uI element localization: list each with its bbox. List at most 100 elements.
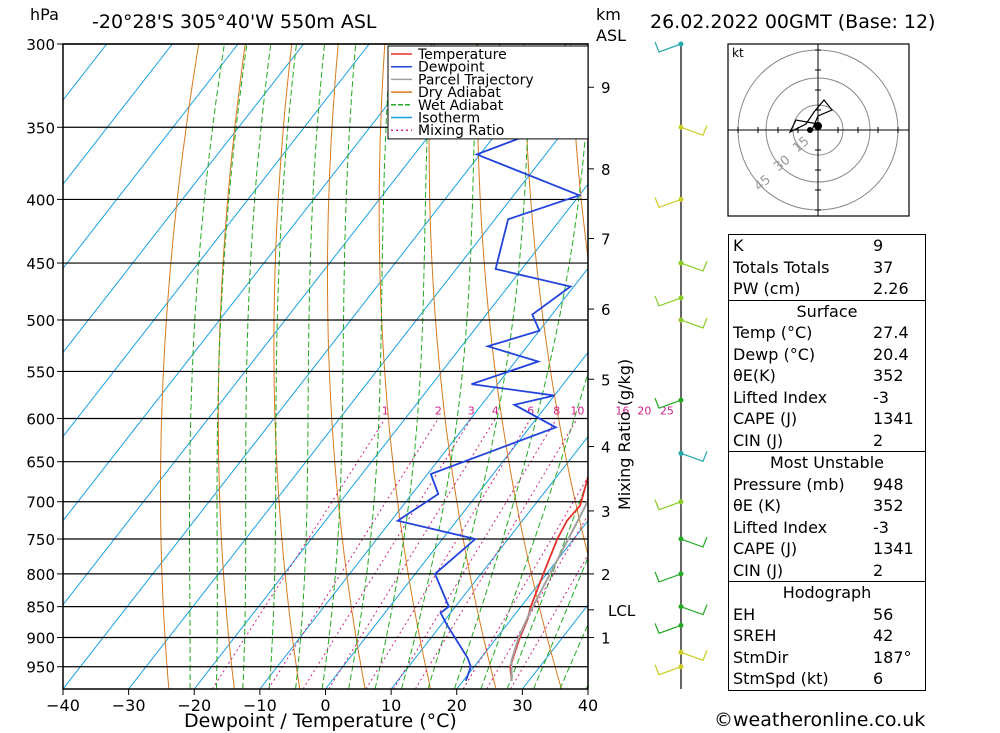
- hodograph-stat-row: SREH 42: [729, 625, 925, 647]
- pressure-axis: 300 350 400 450 500 550 600 650 700 750 800 850 900 9…: [26, 36, 63, 677]
- most-unstable-index-value: 1341: [873, 539, 914, 558]
- dry-adiabat-line: [570, 44, 588, 262]
- legend-label: Isotherm: [418, 111, 480, 127]
- wet-adiabat-line: [215, 44, 248, 689]
- surface-index-value: 1341: [873, 409, 914, 428]
- series-dewpoint: [395, 111, 588, 682]
- pressure-tick-label: 950: [26, 659, 55, 677]
- most-unstable-index-row: Lifted Index -3: [729, 517, 925, 539]
- mixing-ratio-line: [393, 418, 558, 689]
- mixing-ratio-label: 16: [615, 404, 629, 417]
- height-tick-label: 1: [601, 630, 611, 648]
- general-indices: K 9 Totals Totals 37 PW (cm) 2.26: [728, 234, 926, 301]
- surface-index-row: θE(K) 352: [729, 365, 925, 387]
- surface-title: Surface: [796, 301, 858, 321]
- wind-barb: [680, 451, 708, 463]
- pressure-tick-label: 450: [26, 255, 55, 273]
- hodograph-stat-label: StmDir: [733, 647, 789, 667]
- isotherm-line: [63, 44, 436, 522]
- isotherm-line: [259, 267, 588, 689]
- height-unit: km: [596, 5, 621, 24]
- pressure-tick-label: 850: [26, 599, 55, 617]
- hodograph-stat-value: 6: [873, 669, 884, 688]
- legend-label: Dewpoint: [418, 60, 485, 76]
- hodograph-unit: kt: [732, 46, 744, 60]
- height-tick-label: 2: [601, 566, 611, 584]
- hodograph-stat-row: StmDir 187°: [729, 647, 925, 669]
- dry-adiabat-line: [217, 44, 246, 689]
- surface-index-label: CIN (J): [733, 430, 784, 450]
- isotherm-line: [63, 44, 370, 438]
- temperature-tick-label: 10: [381, 696, 401, 715]
- most-unstable-index-value: 352: [873, 496, 904, 515]
- mixing-ratio-label: 8: [553, 404, 560, 417]
- general-index-label: K: [733, 236, 744, 255]
- mixing-ratio-label: 1: [382, 404, 389, 417]
- pressure-tick-label: 300: [26, 36, 55, 54]
- general-index-row: PW (cm) 2.26: [729, 278, 925, 300]
- temperature-tick-label: 20: [447, 696, 467, 715]
- mixing-ratio-label: 6: [527, 404, 534, 417]
- pressure-tick-label: 900: [26, 630, 55, 648]
- most-unstable-index-label: Pressure (mb): [733, 474, 845, 494]
- hodograph-trace: [788, 99, 833, 134]
- temperature-tick-label: −40: [46, 696, 80, 715]
- most-unstable-index-row: θE (K) 352: [729, 495, 925, 517]
- wind-barb: [680, 317, 708, 329]
- most-unstable-index-label: Lifted Index: [733, 517, 828, 537]
- pressure-tick-label: 800: [26, 566, 55, 584]
- wind-barb: [654, 499, 682, 511]
- isotherm-line: [63, 44, 304, 354]
- copyright[interactable]: ©weatheronline.co.uk: [714, 709, 926, 731]
- surface-index-label: Dewp (°C): [733, 344, 816, 364]
- wind-barb: [680, 260, 708, 272]
- dry-adiabat-line: [327, 44, 366, 689]
- pressure-tick-label: 400: [26, 191, 55, 209]
- mixing-ratio-label: 10: [570, 404, 584, 417]
- isotherm-line: [63, 44, 173, 186]
- pressure-tick-label: 750: [26, 531, 55, 549]
- wet-adiabat-line: [242, 44, 272, 689]
- general-index-label: PW (cm): [733, 279, 801, 298]
- hodograph-stat-value: 187°: [873, 647, 912, 667]
- height-tick-label: 5: [601, 371, 611, 389]
- surface-index-row: Lifted Index -3: [729, 387, 925, 409]
- x-axis-label: Dewpoint / Temperature (°C): [184, 710, 457, 732]
- height-axis: 9 8 7 6 5 4 3 2 LCL 1: [588, 79, 636, 648]
- temperature-tick-label: −30: [112, 696, 146, 715]
- wind-barb: [654, 571, 682, 583]
- hodograph-stat-label: SREH: [733, 626, 777, 645]
- pressure-tick-label: 700: [26, 494, 55, 512]
- height-tick-label: 6: [601, 301, 611, 319]
- hodograph-stat-value: 42: [873, 626, 894, 645]
- wind-barb: [680, 125, 708, 137]
- wet-adiabat-line: [480, 371, 588, 689]
- dry-adiabat-line: [160, 44, 200, 689]
- temperature-tick-label: −20: [177, 696, 211, 715]
- surface-index-value: 2: [873, 430, 884, 450]
- height-tick-label: 9: [601, 79, 611, 97]
- wind-barb: [654, 197, 682, 209]
- plot-frame: [62, 43, 589, 690]
- surface-index-row: CIN (J) 2: [729, 430, 925, 452]
- surface-indices: Surface Temp (°C) 27.4 Dewp (°C) 20.4 θE(K) 3…: [728, 300, 926, 452]
- temperature-tick-label: −10: [243, 696, 277, 715]
- surface-index-label: Lifted Index: [733, 387, 828, 407]
- temperature-tick-label: 40: [578, 696, 598, 715]
- hodograph-stat-label: StmSpd (kt): [733, 669, 829, 688]
- wet-adiabat-line: [533, 556, 588, 689]
- surface-index-row: CAPE (J) 1341: [729, 408, 925, 430]
- datetime-title: 26.02.2022 00GMT (Base: 12): [650, 11, 935, 33]
- isotherm-line: [390, 435, 588, 689]
- most-unstable-index-row: CAPE (J) 1341: [729, 538, 925, 560]
- legend-label: Parcel Trajectory: [418, 72, 534, 88]
- legend-label: Temperature: [417, 47, 507, 63]
- isotherm-line: [193, 183, 588, 689]
- background-lines: [63, 44, 588, 689]
- most-unstable-index-label: CIN (J): [733, 560, 784, 580]
- surface-index-value: 27.4: [873, 323, 909, 342]
- mixing-ratio-line: [302, 418, 472, 689]
- hodograph-stat-value: 56: [873, 604, 894, 624]
